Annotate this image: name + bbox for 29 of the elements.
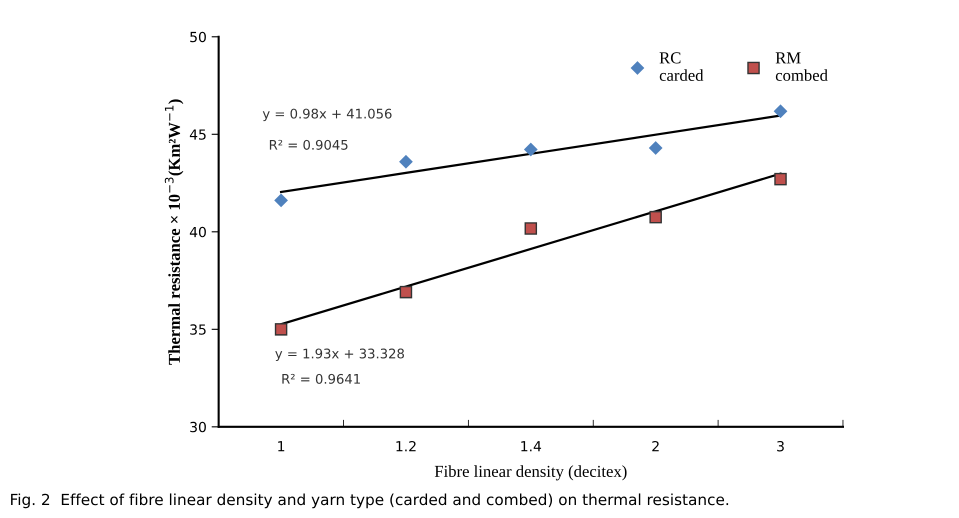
caption: Fig. 2 Effect of fibre linear density and yarn type (carded and combed) on thermal resistance. bbox=[11, 493, 728, 508]
y-tick-label: 35 bbox=[190, 324, 206, 335]
point bbox=[649, 210, 662, 224]
annotation: y = 1.93x + 33.328 bbox=[275, 348, 404, 362]
point bbox=[274, 323, 288, 336]
x-axis-title: Fibre linear density (decitex) bbox=[434, 465, 627, 480]
point bbox=[399, 155, 413, 168]
x-tick-label: 1.4 bbox=[521, 441, 542, 452]
y-axis-title: Thermal resistance × 10$^{−3}$(Km²W$^{−1}$) bbox=[164, 99, 184, 365]
point bbox=[400, 286, 412, 298]
point bbox=[524, 222, 538, 235]
y-tick-label: 50 bbox=[190, 32, 206, 42]
x-tick-label: 3 bbox=[777, 440, 784, 452]
x-tick-label: 1.2 bbox=[396, 440, 416, 452]
point bbox=[274, 194, 288, 207]
y-tick-label: 30 bbox=[190, 422, 206, 432]
x-tick-label: 1 bbox=[278, 441, 284, 452]
annotation: R² = 0.9641 bbox=[282, 374, 360, 384]
annotation: R² = 0.9045 bbox=[270, 140, 348, 150]
annotation: y = 0.98x + 41.056 bbox=[262, 108, 392, 122]
point bbox=[649, 141, 662, 155]
y-tick-label: 45 bbox=[190, 129, 206, 140]
point bbox=[774, 172, 787, 186]
point bbox=[524, 142, 538, 156]
x-tick-label: 2 bbox=[652, 440, 659, 452]
y-tick-label: 40 bbox=[190, 226, 206, 238]
legend-label: RC carded bbox=[660, 52, 704, 81]
legend-label: RM combed bbox=[776, 52, 828, 81]
point bbox=[774, 104, 788, 118]
